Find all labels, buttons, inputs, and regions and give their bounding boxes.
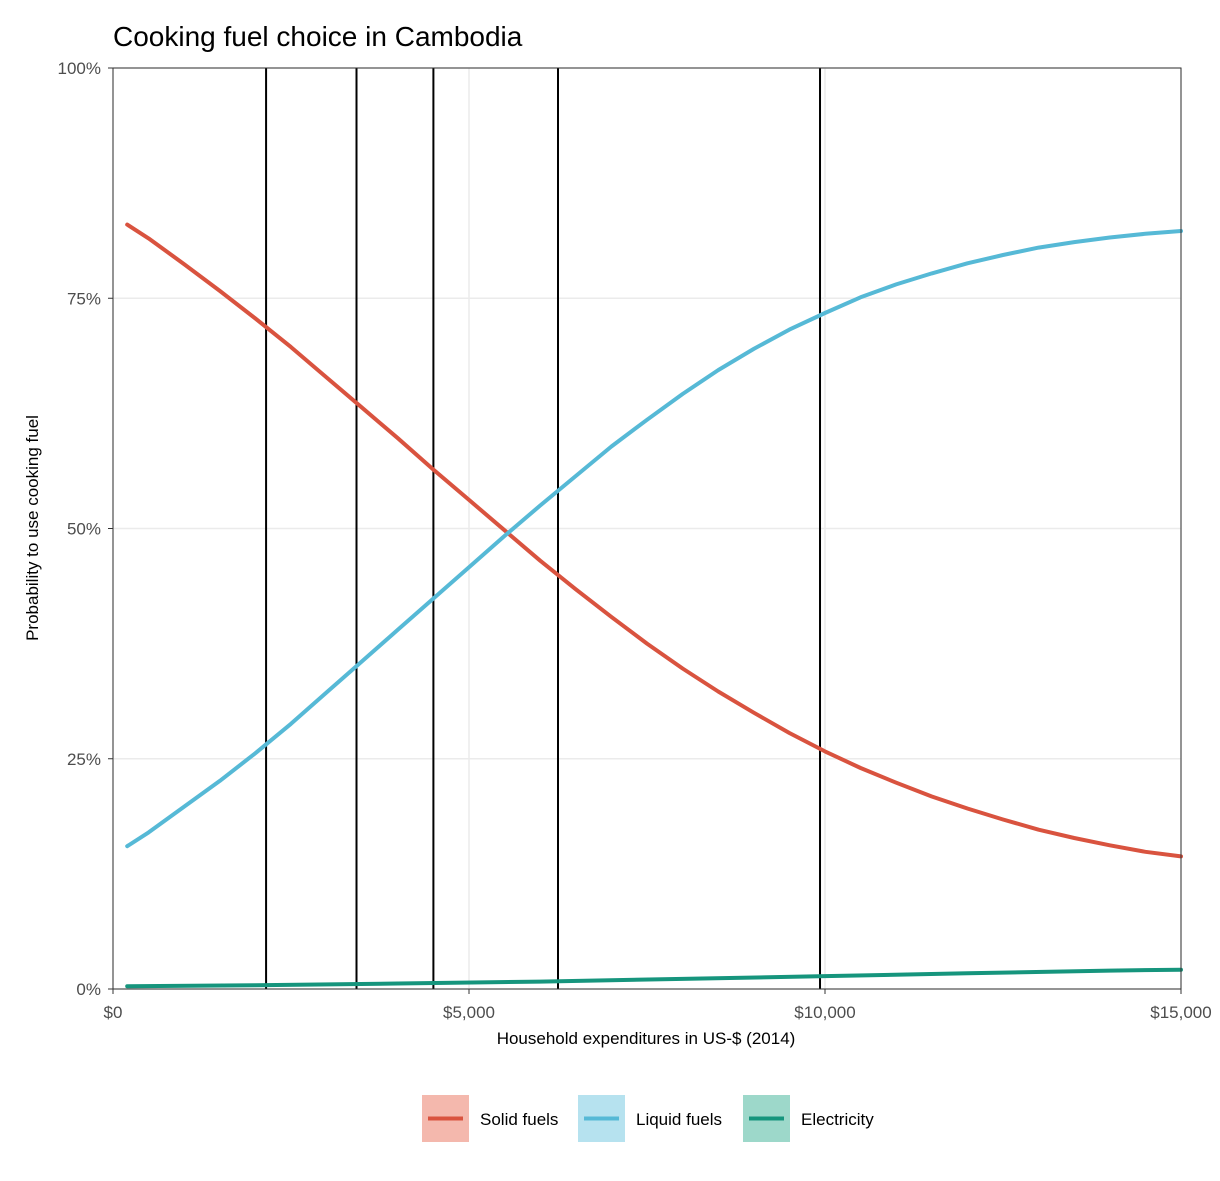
x-axis-title: Household expenditures in US-$ (2014) [497,1029,796,1048]
y-tick-label-0: 0% [76,980,101,999]
legend: Solid fuels Liquid fuels Electricity [422,1095,874,1142]
legend-item-solid-fuels: Solid fuels [422,1095,558,1142]
y-tick-label-4: 100% [58,59,101,78]
x-tick-label-2: $10,000 [794,1003,855,1022]
y-tick-label-1: 25% [67,750,101,769]
series-line-electricity [125,967,1183,989]
chart-title: Cooking fuel choice in Cambodia [113,21,523,52]
x-tick-label-3: $15,000 [1150,1003,1211,1022]
series-line-solid-fuels [125,222,1183,859]
legend-item-liquid-fuels: Liquid fuels [578,1095,722,1142]
legend-label: Electricity [801,1110,874,1129]
series-lines [125,222,1183,989]
legend-label: Solid fuels [480,1110,558,1129]
y-tick-label-2: 50% [67,520,101,539]
vertical-reference-lines [265,68,822,989]
x-tick-label-0: $0 [104,1003,123,1022]
y-axis-ticks: 0% 25% 50% 75% 100% [58,59,113,999]
y-axis-title: Probability to use cooking fuel [23,415,42,641]
gridlines [112,67,1182,990]
legend-item-electricity: Electricity [743,1095,874,1142]
series-line-liquid-fuels [125,229,1183,849]
x-axis-ticks: $0 $5,000 $10,000 $15,000 [104,989,1212,1022]
legend-label: Liquid fuels [636,1110,722,1129]
x-tick-label-1: $5,000 [443,1003,495,1022]
y-tick-label-3: 75% [67,289,101,308]
